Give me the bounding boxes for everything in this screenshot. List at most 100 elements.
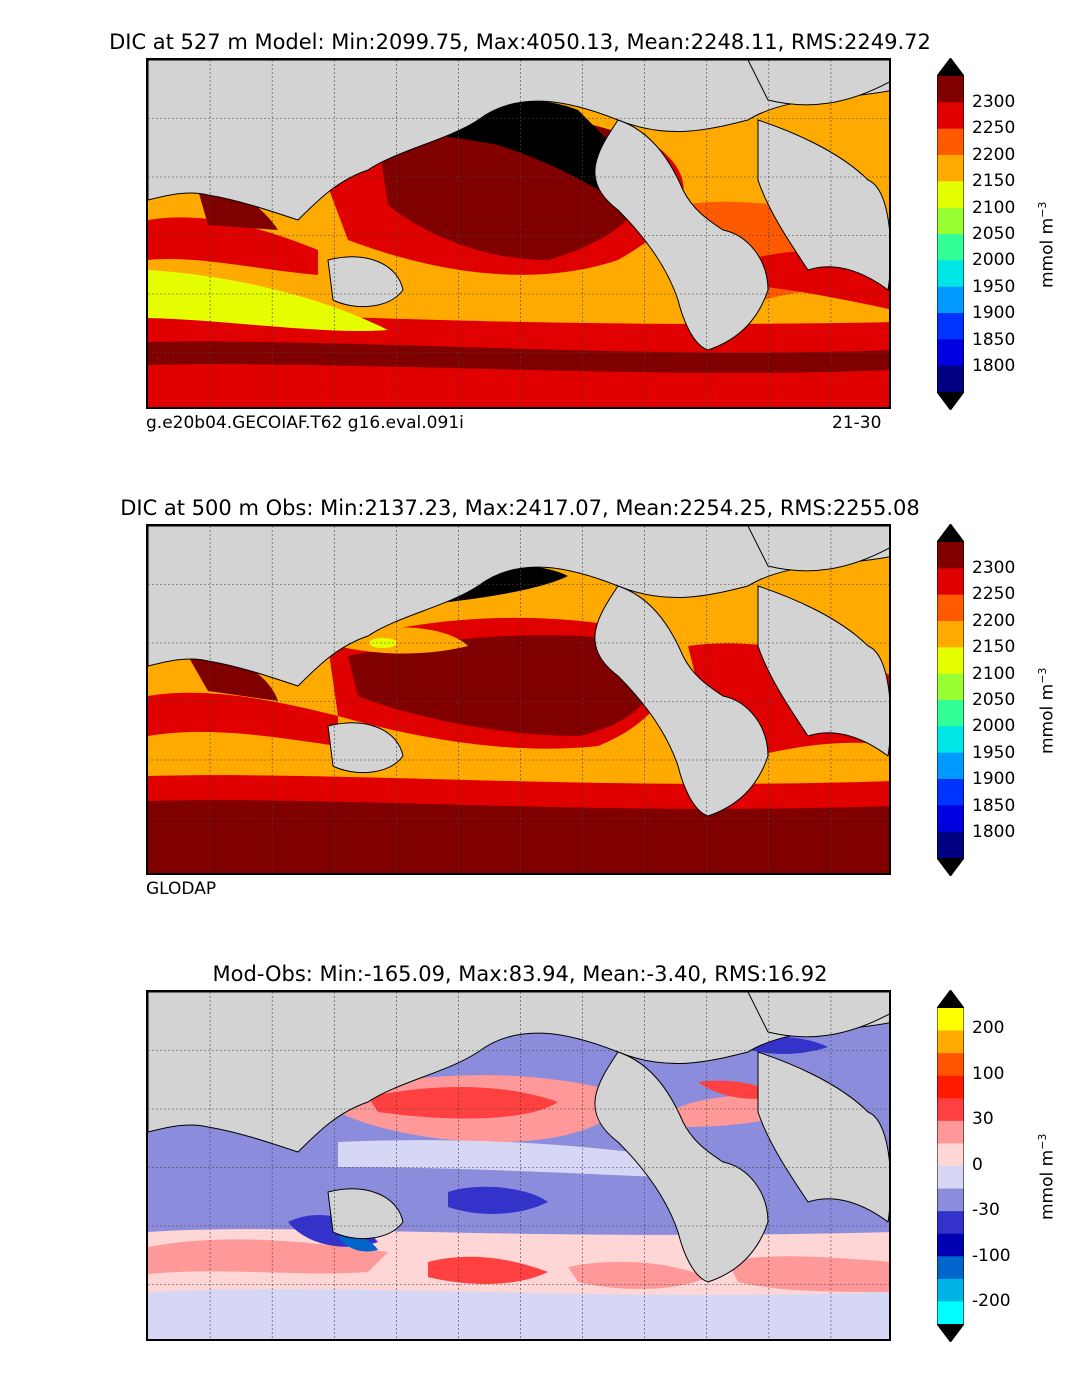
colorbar-segment	[937, 339, 964, 367]
colorbar-segment	[937, 1233, 964, 1257]
colorbar-segment	[937, 700, 964, 727]
colorbar-segment	[937, 1143, 964, 1167]
colorbar-segment	[937, 207, 964, 235]
colorbar-segment	[937, 673, 964, 701]
map-diff-svg	[148, 992, 889, 1339]
colorbar-tick: 2000	[972, 716, 1016, 736]
chart-title: DIC at 500 m Obs: Min:2137.23, Max:2417.…	[120, 496, 920, 520]
colorbar-segment	[937, 568, 964, 596]
colorbar-segment	[937, 1211, 964, 1235]
colorbar-tick: 2100	[972, 664, 1016, 684]
colorbar-extend-max	[937, 524, 964, 542]
colorbar-segment	[937, 313, 964, 340]
map-diff	[146, 990, 891, 1341]
note-left: GLODAP	[146, 879, 217, 899]
colorbar-tick: 30	[972, 1109, 994, 1129]
colorbar-tick: 1900	[972, 303, 1016, 323]
colorbar-extend-min	[937, 858, 964, 876]
map-obs-svg	[148, 526, 889, 873]
colorbar-tick: 1800	[972, 356, 1016, 376]
note-right: 21-30	[832, 413, 882, 433]
colorbar-tick: 2250	[972, 584, 1016, 604]
colorbar-tick: 1900	[972, 769, 1016, 789]
colorbar-tick: 2150	[972, 637, 1016, 657]
colorbar-tick: 1800	[972, 822, 1016, 842]
colorbar-tick: -200	[972, 1291, 1011, 1311]
colorbar-segment	[937, 1188, 964, 1212]
colorbar-tick: 2200	[972, 611, 1016, 631]
colorbar-unit: mmol m−3	[1036, 667, 1058, 754]
colorbar-tick: 2100	[972, 198, 1016, 218]
colorbar-segment	[937, 1120, 964, 1144]
colorbar-tick: 1950	[972, 277, 1016, 297]
colorbar-unit: mmol m−3	[1036, 201, 1058, 288]
colorbar-segment	[937, 234, 964, 261]
colorbar-segment	[937, 128, 964, 156]
colorbar-model-svg	[936, 57, 965, 411]
colorbar-diff	[936, 989, 965, 1343]
colorbar-segment	[937, 779, 964, 806]
colorbar-tick: 2150	[972, 171, 1016, 191]
colorbar-tick: 1950	[972, 743, 1016, 763]
colorbar-segment	[937, 542, 964, 569]
colorbar-segment	[937, 181, 964, 209]
colorbar-segment	[937, 1008, 964, 1032]
map-model	[146, 58, 891, 409]
colorbar-segment	[937, 752, 964, 780]
colorbar-segment	[937, 260, 964, 288]
map-obs	[146, 524, 891, 875]
colorbar-segment	[937, 365, 964, 393]
colorbar-model	[936, 57, 965, 411]
colorbar-segment	[937, 1256, 964, 1280]
colorbar-diff-svg	[936, 989, 965, 1343]
colorbar-obs-svg	[936, 523, 965, 877]
colorbar-segment	[937, 155, 964, 182]
map-gridlines	[148, 526, 889, 873]
map-gridlines	[148, 992, 889, 1339]
colorbar-segment	[937, 1278, 964, 1302]
colorbar-tick: 1850	[972, 796, 1016, 816]
colorbar-segment	[937, 1098, 964, 1122]
colorbar-segment	[937, 76, 964, 103]
colorbar-tick: 200	[972, 1018, 1005, 1038]
colorbar-segment	[937, 1301, 964, 1325]
colorbar-segment	[937, 726, 964, 754]
colorbar-obs	[936, 523, 965, 877]
chart-title: DIC at 527 m Model: Min:2099.75, Max:405…	[109, 30, 931, 54]
colorbar-tick: 2300	[972, 92, 1016, 112]
colorbar-tick: 2300	[972, 558, 1016, 578]
colorbar-tick: 2050	[972, 690, 1016, 710]
colorbar-tick: 0	[972, 1155, 983, 1175]
panel-obs: DIC at 500 m Obs: Min:2137.23, Max:2417.…	[0, 466, 1087, 926]
colorbar-tick: 2050	[972, 224, 1016, 244]
panel-diff: Mod-Obs: Min:-165.09, Max:83.94, Mean:-3…	[0, 932, 1087, 1392]
colorbar-segment	[937, 831, 964, 859]
colorbar-segment	[937, 594, 964, 622]
colorbar-extend-max	[937, 58, 964, 76]
colorbar-segment	[937, 1030, 964, 1054]
colorbar-segment	[937, 1075, 964, 1099]
map-model-svg	[148, 60, 889, 407]
colorbar-unit: mmol m−3	[1036, 1133, 1058, 1220]
colorbar-tick: 2200	[972, 145, 1016, 165]
colorbar-segment	[937, 647, 964, 675]
colorbar-segment	[937, 286, 964, 314]
colorbar-segment	[937, 1053, 964, 1077]
colorbar-segment	[937, 805, 964, 833]
colorbar-tick: 1850	[972, 330, 1016, 350]
colorbar-tick: -100	[972, 1246, 1011, 1266]
colorbar-extend-min	[937, 1324, 964, 1342]
note-left: g.e20b04.GECOIAF.T62 g16.eval.091i	[146, 413, 464, 433]
colorbar-extend-min	[937, 392, 964, 410]
colorbar-tick: 2000	[972, 250, 1016, 270]
map-gridlines	[148, 60, 889, 407]
colorbar-extend-max	[937, 990, 964, 1008]
colorbar-segment	[937, 1166, 964, 1190]
panel-model: DIC at 527 m Model: Min:2099.75, Max:405…	[0, 0, 1087, 460]
chart-title: Mod-Obs: Min:-165.09, Max:83.94, Mean:-3…	[212, 962, 828, 986]
colorbar-segment	[937, 621, 964, 648]
colorbar-tick: -30	[972, 1200, 1000, 1220]
colorbar-tick: 100	[972, 1064, 1005, 1084]
colorbar-tick: 2250	[972, 118, 1016, 138]
colorbar-segment	[937, 102, 964, 130]
